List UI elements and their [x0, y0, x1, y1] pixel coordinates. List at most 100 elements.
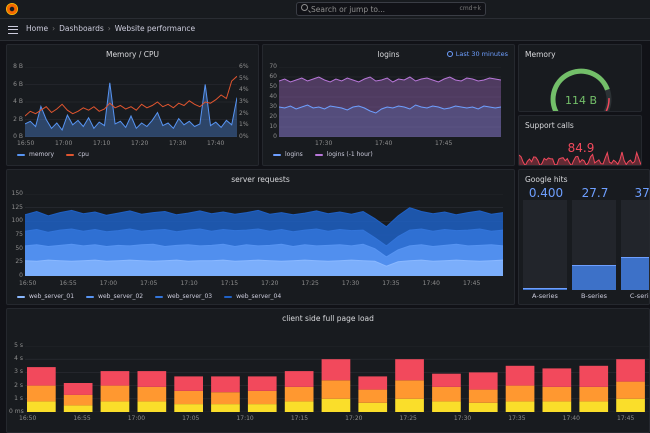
x-tick-label: 17:10	[180, 280, 198, 287]
time-range-badge[interactable]: Last 30 minutes	[446, 50, 508, 58]
y-tick-label: 30	[269, 103, 277, 110]
y-tick-label: 6%	[239, 63, 249, 70]
stat-bar-fill	[621, 257, 649, 290]
bar-p25	[63, 405, 93, 412]
legend-item[interactable]: memory	[17, 151, 54, 158]
bar-p25	[505, 401, 535, 412]
y-tick-label: 0	[273, 133, 277, 140]
grafana-logo-icon[interactable]	[6, 3, 18, 15]
y-tick-label: 10	[269, 123, 277, 130]
search-placeholder: Search or jump to...	[311, 5, 386, 14]
breadcrumb-home[interactable]: Home	[26, 24, 49, 33]
breadcrumb-current: Website performance	[114, 24, 196, 33]
legend-label: memory	[29, 151, 55, 158]
x-tick-label: 17:20	[261, 280, 279, 287]
series-line-web_server_03	[25, 228, 503, 247]
menu-icon[interactable]	[8, 26, 18, 34]
panel-client-page-load[interactable]: client side full page load 5 s 4 s 3 s 2 s 1…	[6, 308, 650, 433]
x-tick-label: 17:00	[99, 280, 118, 287]
x-tick-label: 17:00	[127, 415, 146, 422]
legend-swatch	[155, 295, 164, 298]
x-tick-label: 16:50	[17, 140, 35, 147]
legend-item[interactable]: cpu	[66, 151, 89, 158]
x-tick-label: 17:30	[453, 415, 472, 422]
bar-p90	[284, 371, 314, 387]
legend-item[interactable]: logins	[273, 151, 303, 158]
search-input[interactable]: Search or jump to... cmd+k	[296, 2, 486, 16]
legend-label: web_server_01	[29, 293, 75, 300]
bar-p25	[174, 404, 203, 412]
bar-p25	[100, 401, 130, 412]
stat-value: 37.	[634, 186, 650, 200]
y-tick-label: 25	[15, 258, 23, 266]
bar-p50	[468, 389, 498, 403]
bar-p90	[542, 368, 572, 387]
y-tick-label: 125	[11, 203, 23, 211]
x-tick-label: 17:30	[169, 140, 187, 147]
y-tick-label: 2%	[239, 109, 249, 117]
bar-p50	[616, 381, 645, 399]
panel-title: Google hits	[525, 175, 568, 184]
y-tick-label: 0 ms	[9, 408, 24, 415]
y-tick-label: 2 B	[13, 115, 23, 123]
legend-item[interactable]: web_server_03	[155, 293, 212, 300]
stat-bar-fill	[523, 288, 567, 290]
series-area-web_server_01	[25, 260, 503, 276]
bar-p25	[247, 404, 277, 412]
legend-swatch	[86, 295, 95, 298]
memory-area	[25, 82, 237, 137]
x-tick-label: 16:55	[59, 280, 77, 287]
legend-swatch	[314, 153, 323, 156]
panel-support-calls[interactable]: Support calls 84.9	[518, 115, 642, 166]
bar-p50	[432, 386, 461, 402]
y-tick-label: 150	[11, 190, 23, 197]
panel-memory-gauge[interactable]: Memory 114 B	[518, 44, 642, 112]
stat-value: 27.7	[581, 186, 609, 200]
server-requests-chart	[25, 194, 503, 276]
stat-series-label: A-series	[532, 292, 558, 300]
y-tick-label: 4%	[239, 86, 249, 94]
legend-swatch	[224, 295, 233, 298]
panel-memory-cpu[interactable]: Memory / CPU memory cpu 8 B 6 B 4 B 2 B 0 B 6%…	[6, 44, 259, 166]
bar-p90	[432, 373, 461, 387]
legend-swatch	[66, 153, 75, 156]
x-tick-label: 17:05	[140, 280, 158, 287]
y-tick-label: 40	[269, 93, 277, 100]
y-tick-label: 50	[269, 83, 277, 90]
x-tick-label: 16:50	[19, 280, 37, 287]
x-tick-label: 16:50	[19, 415, 37, 422]
bar-p90	[616, 359, 645, 382]
bar-p50	[542, 386, 572, 402]
x-tick-label: 17:40	[562, 415, 580, 422]
legend-item[interactable]: web_server_04	[224, 293, 281, 300]
search-shortcut: cmd+k	[459, 5, 481, 12]
memory-line	[25, 82, 237, 132]
bar-p25	[27, 401, 56, 412]
x-tick-label: 17:35	[382, 280, 400, 287]
breadcrumb: Home › Dashboards › Website performance	[26, 24, 195, 33]
bar-p50	[137, 386, 167, 402]
x-tick-label: 17:40	[422, 280, 440, 287]
panel-google-hits[interactable]: Google hits 0.400 A-series 27.7 B-series 37.…	[518, 169, 650, 305]
legend-item[interactable]: web_server_02	[86, 293, 143, 300]
bar-p25	[284, 401, 314, 412]
y-tick-label: 5%	[239, 74, 249, 82]
legend-item[interactable]: web_server_01	[17, 293, 74, 300]
bar-p90	[395, 359, 424, 381]
legend-label: logins (-1 hour)	[326, 151, 373, 158]
support-area	[519, 152, 641, 165]
bar-p90	[358, 376, 388, 390]
y-tick-label: 4 s	[14, 355, 23, 363]
logins-area	[279, 105, 501, 137]
bar-p90	[27, 367, 56, 386]
panel-logins[interactable]: logins Last 30 minutes logins logins (-1 …	[262, 44, 515, 166]
legend-item[interactable]: logins (-1 hour)	[314, 151, 373, 158]
bar-p90	[579, 365, 609, 387]
stat-series-label: B-series	[580, 292, 608, 300]
breadcrumb-bar: Home › Dashboards › Website performance	[0, 19, 650, 41]
bar-p90	[100, 371, 130, 386]
x-tick-label: 17:30	[315, 140, 333, 147]
panel-server-requests[interactable]: server requests web_server_01 web_server_…	[6, 169, 515, 305]
y-tick-label: 1%	[239, 121, 249, 129]
breadcrumb-dashboards[interactable]: Dashboards	[59, 24, 104, 33]
